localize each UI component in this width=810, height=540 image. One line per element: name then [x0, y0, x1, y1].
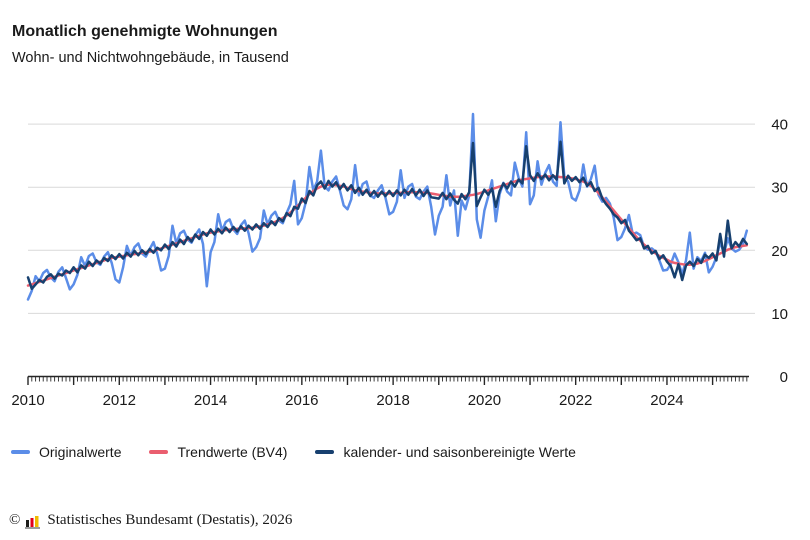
y-tick-label: 30	[771, 180, 788, 197]
legend-swatch-original-icon	[11, 450, 30, 454]
x-tick-label: 2020	[468, 392, 501, 409]
y-tick-label: 10	[771, 306, 788, 323]
x-tick-label: 2016	[285, 392, 318, 409]
x-tick-label: 2012	[103, 392, 136, 409]
copyright-symbol: ©	[9, 512, 21, 528]
legend-label-adjusted: kalender- und saisonbereinigte Werte	[343, 444, 576, 460]
destatis-barchart-logo-icon	[25, 515, 41, 529]
y-tick-label: 40	[771, 117, 788, 134]
legend-swatch-trend-icon	[149, 450, 169, 454]
legend-swatch-adjusted-icon	[315, 450, 335, 454]
x-tick-label: 2014	[194, 392, 227, 409]
legend-item-original[interactable]: Originalwerte	[11, 444, 121, 460]
series-adjusted-line	[26, 140, 749, 291]
page-subtitle: Wohn- und Nichtwohngebäude, in Tausend	[12, 50, 289, 67]
source-line: © Statistisches Bundesamt (Destatis), 20…	[9, 512, 292, 529]
x-tick-label: 2024	[650, 392, 683, 409]
chart-header: Monatlich genehmigte Wohnungen Wohn- und…	[12, 22, 289, 66]
page-title: Monatlich genehmigte Wohnungen	[12, 23, 278, 40]
legend-item-trend[interactable]: Trendwerte (BV4)	[149, 444, 287, 460]
series-original-line	[26, 112, 749, 301]
x-tick-label: 2018	[376, 392, 409, 409]
y-tick-label: 20	[771, 243, 788, 260]
legend-label-trend: Trendwerte (BV4)	[177, 444, 288, 460]
legend-item-adjusted[interactable]: kalender- und saisonbereinigte Werte	[315, 444, 576, 460]
source-text: Statistisches Bundesamt (Destatis), 2026	[47, 512, 293, 528]
y-tick-label: 0	[780, 369, 788, 386]
chart-legend: Originalwerte Trendwerte (BV4) kalender-…	[11, 444, 576, 460]
x-tick-label: 2010	[11, 392, 44, 409]
x-tick-label: 2022	[559, 392, 592, 409]
legend-label-original: Originalwerte	[39, 444, 122, 460]
